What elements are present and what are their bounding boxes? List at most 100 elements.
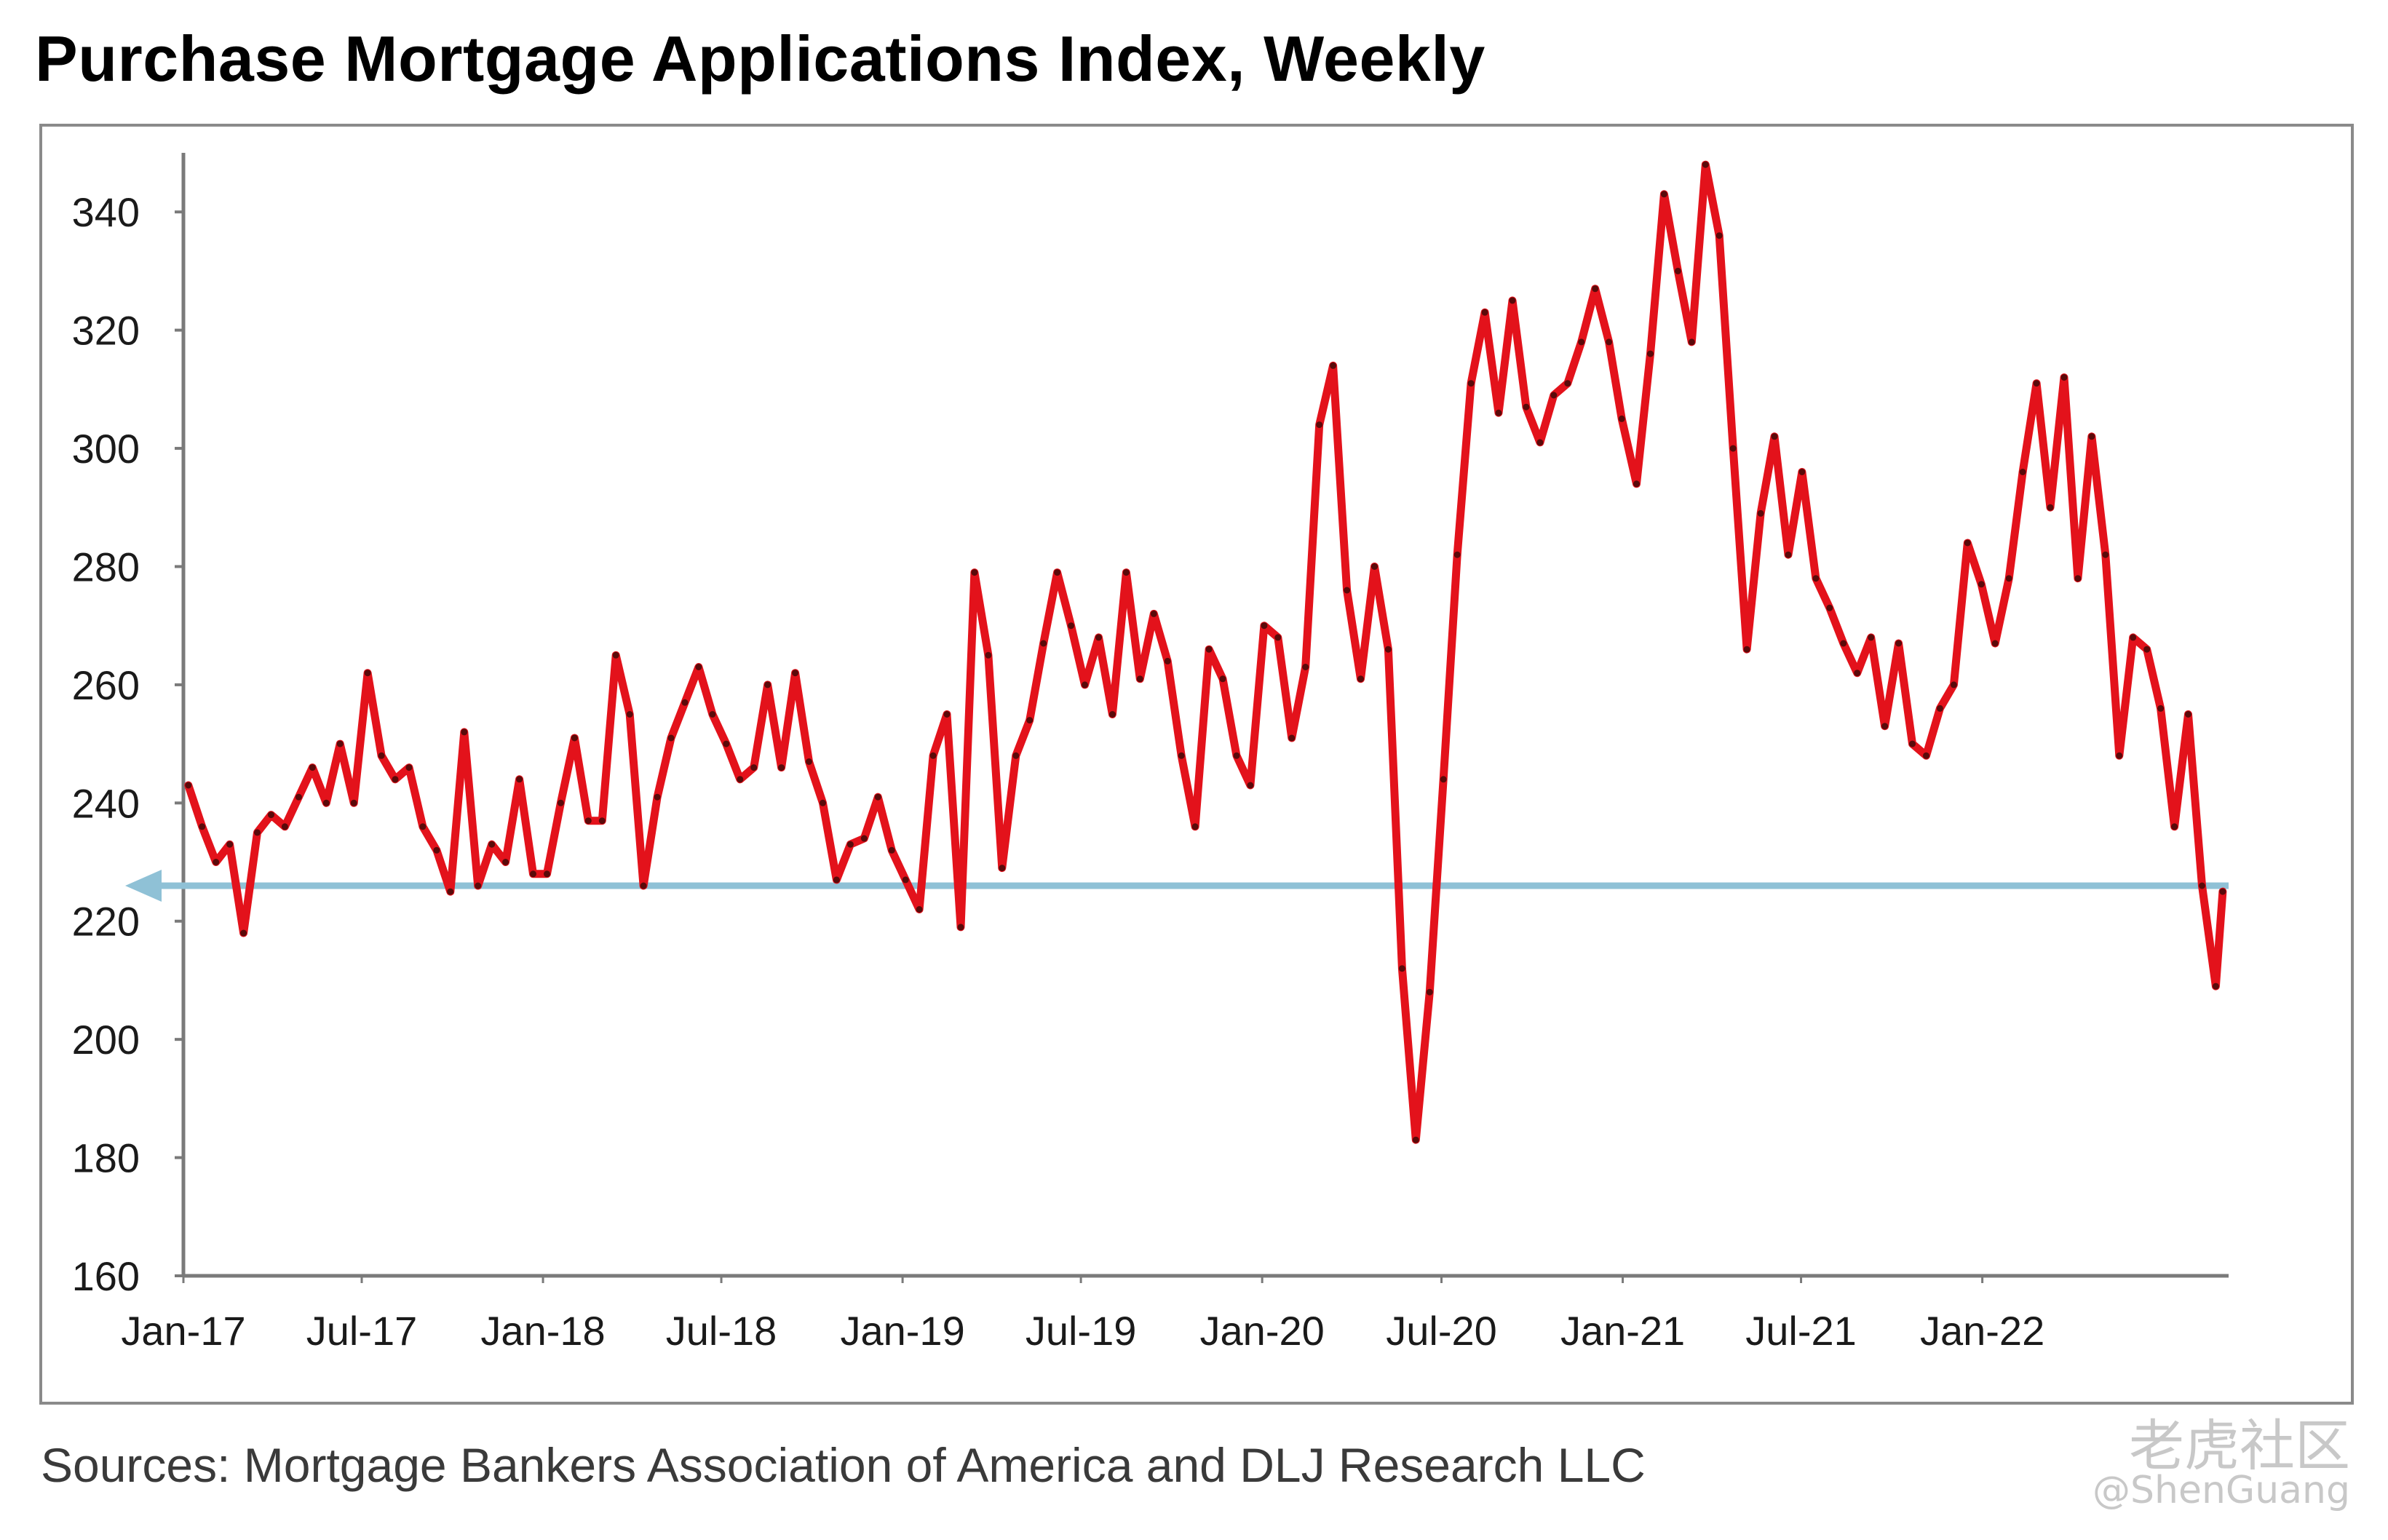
- data-point: [681, 699, 689, 706]
- data-point: [2047, 504, 2054, 511]
- data-point: [322, 799, 330, 806]
- data-point: [1068, 622, 1075, 630]
- data-point: [1026, 717, 1034, 724]
- data-point: [1688, 338, 1695, 346]
- data-point: [1150, 610, 1157, 617]
- data-point: [2212, 983, 2219, 990]
- y-tick-label: 180: [72, 1135, 140, 1181]
- data-point: [2157, 704, 2165, 712]
- data-point: [888, 846, 895, 854]
- data-point: [1660, 191, 1667, 198]
- data-point: [2074, 575, 2082, 582]
- data-point: [750, 764, 758, 771]
- data-point: [461, 729, 468, 736]
- y-tick-label: 260: [72, 662, 140, 708]
- data-point: [1453, 551, 1461, 558]
- y-axis-ticks: 160 180 200 220 240 260 280 300 320 340: [72, 189, 183, 1299]
- data-point: [1812, 575, 1820, 582]
- data-point: [1757, 509, 1764, 517]
- data-point: [1108, 711, 1116, 718]
- x-tick-label: Jan-18: [480, 1308, 605, 1354]
- data-point: [1550, 392, 1558, 399]
- data-point: [985, 651, 992, 659]
- data-point: [916, 906, 923, 913]
- data-point: [1771, 433, 1778, 440]
- data-point: [943, 711, 951, 718]
- data-point: [2130, 634, 2137, 641]
- data-point: [336, 740, 344, 747]
- data-point: [405, 764, 413, 771]
- x-tick-label: Jul-21: [1745, 1308, 1857, 1354]
- data-point: [2088, 433, 2095, 440]
- data-point: [778, 764, 785, 771]
- data-point: [1840, 640, 1847, 647]
- data-point: [1743, 646, 1750, 653]
- data-point: [1384, 646, 1392, 653]
- data-point: [240, 929, 247, 937]
- data-point: [502, 859, 509, 865]
- data-point: [1233, 752, 1240, 759]
- x-tick-label: Jan-20: [1200, 1308, 1325, 1354]
- data-point: [1785, 551, 1792, 558]
- data-point: [2102, 551, 2109, 558]
- data-point: [833, 876, 840, 884]
- data-point: [1881, 723, 1889, 730]
- data-point: [1702, 161, 1709, 168]
- data-point: [254, 829, 261, 836]
- data-point: [1136, 675, 1143, 683]
- data-point: [571, 734, 578, 742]
- data-point: [1895, 640, 1903, 647]
- data-point: [598, 817, 606, 825]
- data-point: [488, 841, 496, 848]
- data-point: [654, 793, 661, 801]
- x-tick-label: Jul-20: [1386, 1308, 1497, 1354]
- data-point: [667, 734, 675, 742]
- data-point: [1523, 403, 1530, 410]
- data-point: [1398, 965, 1405, 972]
- data-point: [433, 846, 440, 854]
- data-point: [1040, 640, 1047, 647]
- data-point: [1371, 563, 1378, 570]
- x-axis-ticks: Jan-17 Jul-17 Jan-18 Jul-18 Jan-19 Jul-19 Jan-…: [121, 1276, 2044, 1354]
- data-point: [695, 664, 702, 670]
- data-point: [929, 752, 937, 759]
- data-point: [557, 799, 564, 806]
- data-point: [737, 776, 744, 783]
- data-point: [1412, 1136, 1419, 1143]
- data-point: [626, 711, 633, 718]
- data-point: [640, 882, 647, 889]
- data-point: [1191, 823, 1199, 830]
- data-point: [1219, 675, 1226, 683]
- data-point: [971, 569, 978, 576]
- data-point: [530, 870, 536, 878]
- source-note: Sources: Mortgage Bankers Association of…: [41, 1438, 1646, 1492]
- data-point: [999, 865, 1006, 872]
- data-point: [612, 651, 619, 659]
- y-tick-label: 240: [72, 780, 140, 826]
- data-point: [516, 776, 523, 783]
- data-point: [902, 876, 909, 884]
- reference-arrow-head: [125, 870, 162, 902]
- x-tick-label: Jul-19: [1026, 1308, 1137, 1354]
- data-point: [392, 776, 399, 783]
- data-point: [2116, 752, 2123, 759]
- data-point: [1978, 581, 1985, 588]
- data-point: [268, 811, 274, 819]
- data-point: [723, 740, 730, 747]
- data-point: [1909, 740, 1916, 747]
- data-point: [2199, 882, 2205, 889]
- data-point: [475, 882, 482, 889]
- data-point: [792, 670, 799, 677]
- data-point: [1082, 681, 1088, 688]
- data-point: [447, 888, 454, 895]
- data-point: [1054, 569, 1061, 576]
- data-point: [1178, 752, 1185, 759]
- data-point: [1481, 309, 1488, 316]
- data-point: [1633, 480, 1640, 488]
- data-point: [2060, 374, 2068, 381]
- x-tick-label: Jan-22: [1920, 1308, 2044, 1354]
- data-point: [1440, 776, 1447, 783]
- data-point: [820, 799, 826, 806]
- data-point: [1288, 734, 1296, 742]
- data-point: [1344, 587, 1351, 594]
